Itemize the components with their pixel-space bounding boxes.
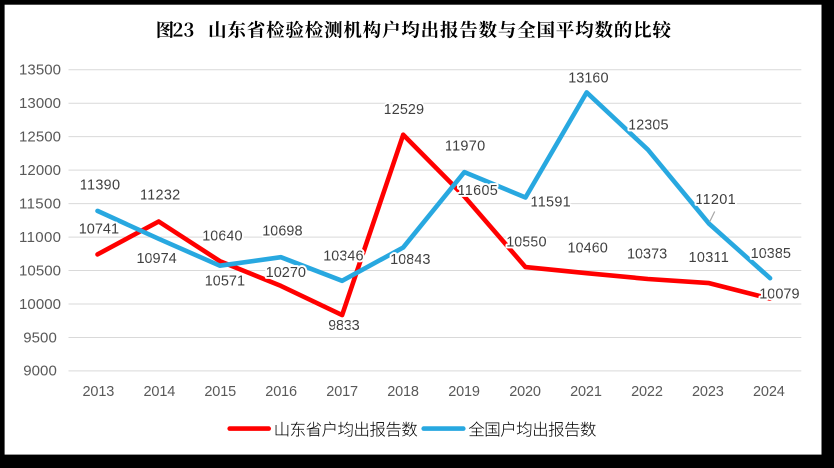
- svg-text:12305: 12305: [628, 117, 668, 133]
- svg-text:2014: 2014: [144, 384, 176, 400]
- svg-text:12500: 12500: [19, 128, 61, 145]
- svg-text:13500: 13500: [19, 62, 61, 79]
- svg-text:11591: 11591: [530, 194, 570, 210]
- svg-text:10373: 10373: [627, 246, 667, 262]
- svg-text:11605: 11605: [458, 183, 498, 199]
- svg-text:9000: 9000: [23, 363, 57, 380]
- svg-text:2016: 2016: [265, 384, 297, 400]
- svg-text:2020: 2020: [509, 384, 541, 400]
- svg-text:10550: 10550: [506, 234, 546, 250]
- svg-text:2022: 2022: [631, 384, 663, 400]
- svg-text:13000: 13000: [19, 95, 61, 112]
- svg-text:12000: 12000: [19, 162, 61, 179]
- svg-text:10640: 10640: [202, 228, 242, 244]
- svg-text:10843: 10843: [390, 252, 430, 268]
- svg-text:10270: 10270: [266, 265, 306, 281]
- svg-text:2024: 2024: [753, 384, 785, 400]
- svg-text:10500: 10500: [19, 262, 61, 279]
- svg-text:13160: 13160: [568, 71, 608, 87]
- svg-text:12529: 12529: [384, 102, 424, 118]
- svg-text:11201: 11201: [695, 192, 735, 208]
- svg-text:10000: 10000: [19, 296, 61, 313]
- svg-text:10974: 10974: [136, 251, 176, 267]
- svg-text:2015: 2015: [204, 384, 236, 400]
- svg-text:2023: 2023: [692, 384, 724, 400]
- svg-text:10311: 10311: [689, 250, 729, 266]
- svg-text:11390: 11390: [80, 178, 120, 194]
- svg-text:11500: 11500: [19, 195, 61, 212]
- svg-text:11970: 11970: [445, 138, 485, 154]
- svg-text:2017: 2017: [326, 384, 358, 400]
- svg-text:11000: 11000: [19, 229, 61, 246]
- svg-text:2018: 2018: [387, 384, 419, 400]
- svg-text:10460: 10460: [568, 241, 608, 257]
- svg-text:10571: 10571: [205, 274, 245, 290]
- svg-text:2019: 2019: [448, 384, 480, 400]
- svg-text:10385: 10385: [751, 246, 791, 262]
- svg-text:10346: 10346: [323, 248, 363, 264]
- svg-text:2021: 2021: [570, 384, 602, 400]
- svg-text:11232: 11232: [140, 187, 180, 203]
- svg-text:9500: 9500: [23, 329, 57, 346]
- svg-text:10741: 10741: [79, 222, 119, 238]
- svg-text:9833: 9833: [328, 318, 360, 334]
- svg-text:2013: 2013: [83, 384, 115, 400]
- svg-text:10079: 10079: [759, 287, 799, 303]
- svg-text:10698: 10698: [262, 224, 302, 240]
